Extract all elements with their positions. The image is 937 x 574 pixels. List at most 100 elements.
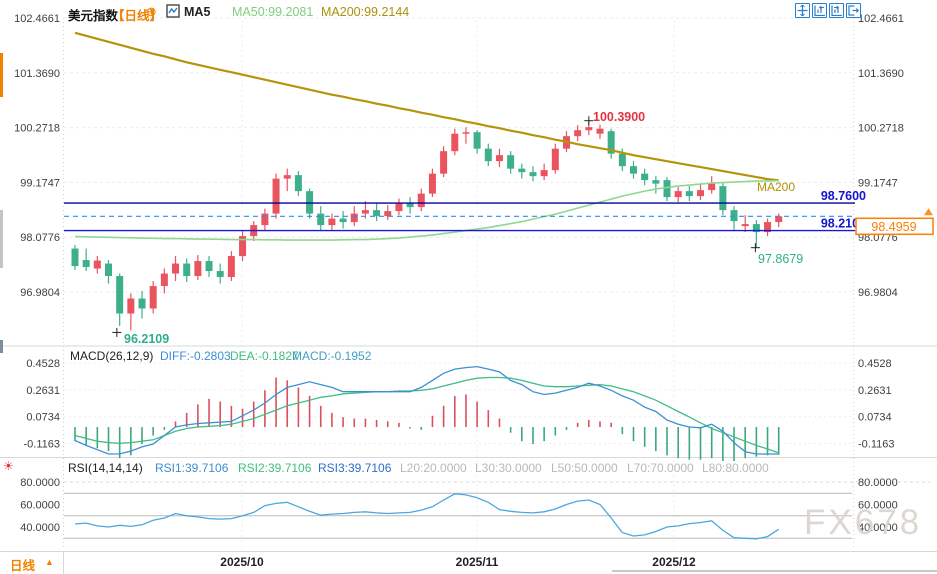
ma200-line [74, 31, 779, 182]
svg-text:-0.1163: -0.1163 [858, 439, 895, 451]
rsi-line [74, 493, 780, 540]
left-strip-gray[interactable] [0, 210, 3, 268]
rsi-title: RSI(14,14,14) [68, 461, 143, 475]
pan-crosshair-button[interactable] [795, 3, 810, 18]
rsi-pane [64, 481, 930, 540]
timeframe-label[interactable]: 【日线】 [112, 9, 163, 23]
ma200-label: MA200:99.2144 [321, 5, 410, 19]
exit-chart-button[interactable] [846, 3, 861, 18]
svg-text:60.0000: 60.0000 [20, 500, 60, 512]
svg-text:80.0000: 80.0000 [20, 477, 60, 489]
candle-body [484, 148, 492, 162]
price-up-arrow-icon [924, 208, 933, 216]
svg-text:101.3690: 101.3690 [14, 68, 60, 80]
candle-body [518, 168, 526, 173]
x-axis-month-label: 2025/10 [220, 555, 264, 569]
macd-macd-value: MACD:-0.1952 [292, 349, 372, 363]
svg-text:98.0776: 98.0776 [20, 232, 60, 244]
chart-overlays: 98.7600 98.2100 98.4959 100.3900 96.2109 97.8… [64, 110, 934, 346]
current-price-tag [855, 217, 934, 236]
candle-body [138, 298, 146, 309]
alert-hline-label: 98.2100 [821, 217, 866, 231]
candle-body [685, 191, 693, 197]
ma50-label: MA50:99.2081 [232, 5, 314, 19]
candle-body [149, 286, 157, 309]
svg-text:102.4661: 102.4661 [14, 13, 60, 25]
x-axis-month-label: 2025/11 [456, 555, 499, 569]
svg-text:0.4528: 0.4528 [858, 358, 892, 370]
candle-body [183, 263, 191, 277]
svg-text:100.2718: 100.2718 [14, 123, 60, 135]
rsi-l20-label: L20:20.0000 [400, 461, 467, 475]
candle-body [775, 216, 783, 223]
svg-text:60.0000: 60.0000 [858, 500, 898, 512]
candle-body [574, 130, 582, 137]
candle-body [272, 178, 280, 214]
candles[interactable] [71, 121, 783, 331]
candle-body [417, 193, 425, 208]
rsi-l50-label: L50:50.0000 [551, 461, 618, 475]
x-axis-month-label: 2025/12 [652, 555, 696, 569]
candle-body [160, 273, 168, 287]
timeframe-selector-arrow-icon[interactable]: ▲ [45, 557, 54, 567]
rsi-l80-label: L80:80.0000 [702, 461, 769, 475]
rsi-l70-label: L70:70.0000 [627, 461, 694, 475]
macd-dea-value: DEA:-0.1827 [230, 349, 299, 363]
candle-body [172, 263, 180, 274]
low-price-label: 96.2109 [124, 332, 169, 346]
horizontal-scrollbar[interactable] [612, 570, 937, 572]
svg-text:80.0000: 80.0000 [858, 477, 898, 489]
candle-body [529, 172, 537, 177]
candle-body [741, 224, 749, 227]
footer-separator [0, 551, 937, 552]
chart-toolbar [795, 3, 861, 18]
svg-text:99.1747: 99.1747 [20, 177, 60, 189]
footer-divider [63, 552, 64, 574]
candle-body [306, 191, 314, 214]
candle-body [406, 203, 414, 208]
svg-text:99.1747: 99.1747 [858, 177, 898, 189]
svg-text:96.9804: 96.9804 [20, 287, 60, 299]
candle-body [719, 186, 727, 211]
svg-text:0.0734: 0.0734 [26, 412, 60, 424]
candle-body [630, 166, 637, 174]
candle-body [105, 263, 113, 277]
candle-body [596, 128, 604, 134]
svg-text:101.3690: 101.3690 [858, 68, 904, 80]
indicator-icon[interactable] [166, 4, 180, 23]
candle-body [473, 132, 481, 149]
macd-diff-value: DIFF:-0.2803 [160, 349, 231, 363]
svg-text:0.4528: 0.4528 [26, 358, 60, 370]
timeframe-selector-button[interactable]: 日线 [10, 559, 36, 573]
live-status-icon: ☀ [3, 459, 14, 473]
svg-text:102.4661: 102.4661 [858, 13, 904, 25]
high-price-label: 100.3900 [593, 110, 645, 124]
svg-text:-0.1163: -0.1163 [24, 439, 61, 451]
candle-body [540, 170, 548, 177]
alert-hline-label: 98.7600 [821, 189, 866, 203]
svg-text:100.2718: 100.2718 [858, 123, 904, 135]
candle-body [384, 211, 392, 217]
chart-expand-button[interactable] [829, 3, 844, 18]
main-pane: MA200 [71, 31, 795, 331]
candle-body [361, 210, 369, 214]
candle-body [764, 222, 772, 233]
candle-body [752, 224, 760, 233]
candle-body [350, 213, 358, 223]
add-compare-icon[interactable]: ⊕ [146, 4, 157, 19]
candle-body [730, 210, 738, 222]
ma5-label: MA5 [184, 5, 211, 19]
chart-compress-button[interactable] [812, 3, 827, 18]
candle-body [339, 218, 347, 223]
candle-body [507, 155, 515, 169]
candle-body [116, 276, 124, 314]
candle-body [663, 180, 671, 198]
candle-body [294, 175, 302, 192]
candle-body [205, 261, 213, 272]
candle-body [227, 256, 235, 278]
candle-body [239, 236, 247, 257]
candle-body [440, 151, 448, 174]
candle-body [607, 131, 615, 154]
